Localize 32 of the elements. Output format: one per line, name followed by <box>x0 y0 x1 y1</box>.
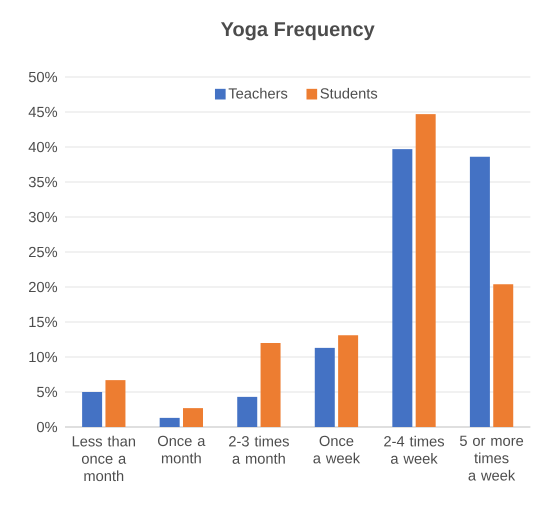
bar <box>183 408 204 427</box>
y-tick-label: 20% <box>29 282 58 292</box>
x-tick-label: Once a week <box>313 436 360 464</box>
bar <box>105 380 126 427</box>
bar <box>237 396 258 427</box>
bar <box>470 156 490 427</box>
x-tick-label: 2-3 times a month <box>229 436 289 464</box>
y-tick-label: 45% <box>28 106 58 118</box>
x-tick-label: Less than once a month <box>72 436 136 482</box>
bar <box>314 348 335 427</box>
chart-title: Yoga Frequency <box>220 22 375 40</box>
y-tick-label: 30% <box>28 212 58 222</box>
y-tick-label: 25% <box>29 246 58 258</box>
bar <box>392 149 412 427</box>
x-tick-label: 5 or more times a week <box>460 436 524 481</box>
y-tick-label: 15% <box>29 316 58 328</box>
bar <box>338 335 358 427</box>
y-tick-label: 5% <box>37 386 58 398</box>
legend-label: Teachers <box>228 88 288 99</box>
y-tick-label: 50% <box>28 72 58 82</box>
bar <box>160 418 180 427</box>
x-tick-label: Once a month <box>158 436 206 464</box>
y-tick-label: 35% <box>28 176 58 188</box>
y-tick-label: 10% <box>29 352 58 362</box>
bar <box>493 284 514 427</box>
bar <box>82 392 102 427</box>
legend-label: Students <box>320 88 378 99</box>
y-tick-label: 0% <box>36 422 58 432</box>
bar <box>416 114 436 427</box>
bar <box>260 343 281 427</box>
y-tick-label: 40% <box>28 142 58 152</box>
x-tick-label: 2-4 times a week <box>384 436 444 464</box>
